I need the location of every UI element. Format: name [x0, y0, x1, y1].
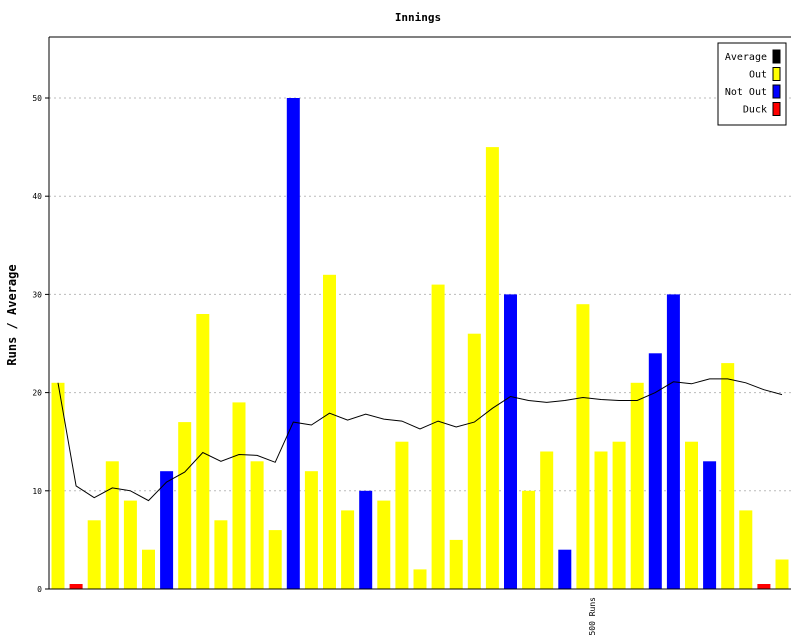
- bar-innings-8: [178, 422, 192, 589]
- bars: [51, 98, 789, 589]
- bar-innings-10: [214, 520, 228, 589]
- bar-innings-27: [522, 490, 536, 589]
- milestone-label: 500 Runs: [588, 597, 597, 636]
- bar-innings-9: [196, 314, 210, 589]
- bar-innings-20: [395, 441, 409, 589]
- bar-innings-22: [431, 284, 445, 589]
- legend-label-average: Average: [725, 52, 767, 63]
- y-tick-label: 30: [32, 290, 42, 299]
- legend: Average Out Not Out Duck: [717, 42, 787, 126]
- average-line-group: [57, 378, 783, 502]
- bar-innings-37: [703, 461, 717, 589]
- average-line: [57, 378, 783, 502]
- bar-innings-34: [648, 353, 662, 589]
- bar-innings-7: [160, 471, 174, 589]
- bar-innings-32: [612, 441, 626, 589]
- bar-innings-29: [558, 549, 572, 589]
- legend-swatch-out: [772, 67, 781, 81]
- y-tick-label: 0: [37, 585, 42, 594]
- bar-innings-23: [449, 539, 463, 589]
- y-axis-label: Runs / Average: [5, 264, 19, 365]
- bar-innings-41: [775, 559, 789, 589]
- bar-innings-3: [87, 520, 101, 589]
- bar-innings-2: [69, 584, 83, 589]
- bar-innings-15: [304, 471, 318, 589]
- bar-innings-4: [105, 461, 119, 589]
- y-tick-label: 20: [32, 389, 42, 398]
- bar-innings-5: [123, 500, 137, 589]
- legend-swatch-not-out: [772, 84, 781, 99]
- bar-innings-25: [485, 147, 499, 589]
- bar-innings-39: [739, 510, 753, 589]
- bar-innings-18: [359, 490, 373, 589]
- annotations: 500 Runs: [588, 597, 597, 636]
- bar-innings-16: [323, 274, 336, 589]
- axes: 0 10 20 30 40 50: [32, 36, 791, 594]
- bar-innings-13: [268, 530, 282, 589]
- y-tick-label: 50: [32, 94, 42, 103]
- bar-innings-19: [377, 500, 391, 589]
- gridlines: [49, 97, 791, 492]
- bar-innings-31: [594, 451, 608, 589]
- bar-innings-6: [142, 549, 155, 589]
- bar-innings-35: [666, 294, 680, 589]
- bar-innings-12: [250, 461, 264, 589]
- bar-innings-30: [576, 304, 590, 589]
- y-tick-label: 40: [32, 192, 42, 201]
- legend-label-duck: Duck: [743, 105, 767, 116]
- bar-innings-36: [685, 441, 698, 589]
- bar-innings-1: [51, 382, 65, 589]
- bar-innings-28: [540, 451, 554, 589]
- bar-innings-17: [341, 510, 355, 589]
- legend-swatch-average: [772, 49, 781, 64]
- bar-innings-40: [757, 584, 771, 589]
- chart-title: Innings: [395, 11, 441, 24]
- legend-label-not-out: Not Out: [725, 87, 767, 98]
- bar-innings-33: [630, 382, 644, 589]
- bar-innings-24: [467, 333, 481, 589]
- bar-innings-26: [504, 294, 517, 589]
- bar-innings-21: [413, 569, 427, 589]
- legend-label-out: Out: [749, 70, 767, 81]
- bar-innings-11: [232, 402, 246, 589]
- legend-swatch-duck: [772, 102, 781, 116]
- bar-innings-38: [721, 363, 735, 589]
- bar-innings-14: [286, 98, 300, 589]
- y-tick-label: 10: [32, 487, 42, 496]
